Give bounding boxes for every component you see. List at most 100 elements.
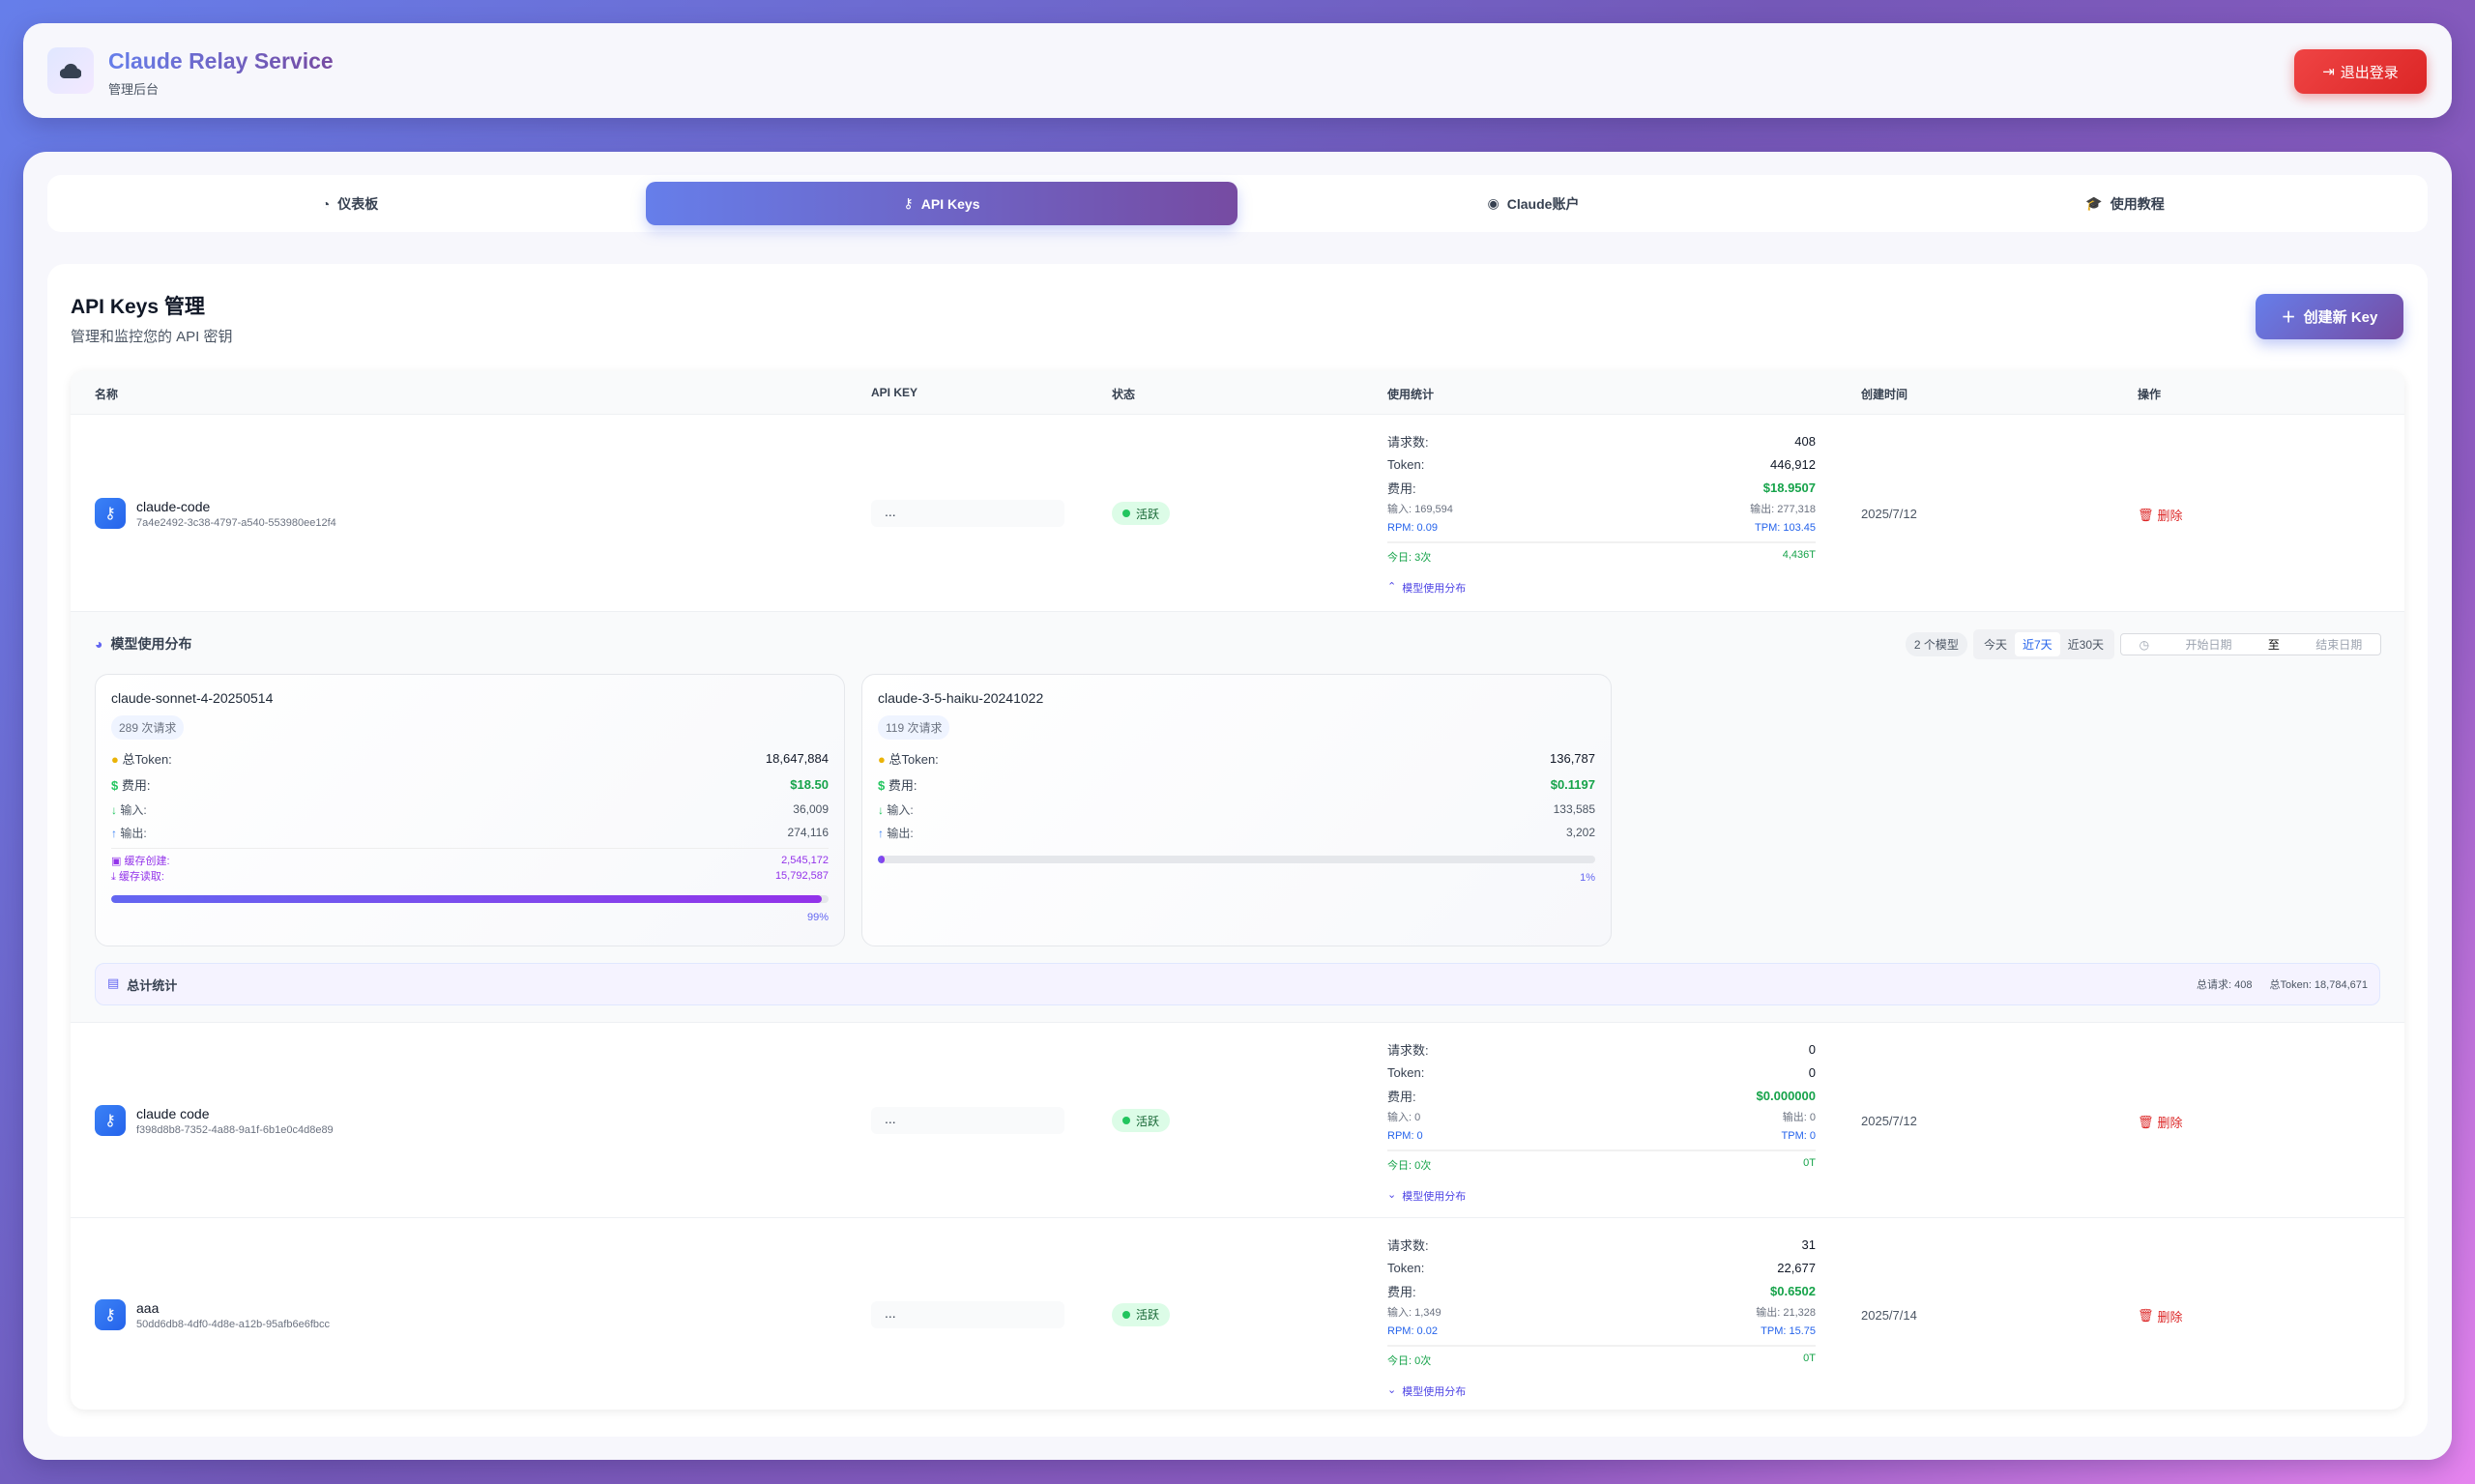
usage-progress-fill (878, 856, 886, 863)
table-row: ⚷ claude code f398d8b8-7352-4a88-9a1f-6b… (71, 1022, 2404, 1217)
create-key-button[interactable]: ＋ 创建新 Key (2256, 294, 2403, 339)
requests-value: 0 (1808, 1041, 1816, 1057)
page-title: API Keys 管理 (71, 296, 205, 318)
created-date: 2025/7/14 (1861, 1307, 1917, 1323)
label-text: 缓存创建: (124, 856, 170, 867)
input-label: ↓ 输入: (111, 801, 147, 818)
plus-icon: ＋ (2281, 309, 2296, 326)
trash-icon: 🗑 (2138, 1308, 2154, 1323)
today-tokens: 0T (1803, 1157, 1816, 1169)
key-icon: ⚷ (95, 1105, 126, 1136)
requests-label: 请求数: (1387, 1237, 1429, 1253)
tab-dashboard[interactable]: ◔ 仪表板 (54, 182, 646, 225)
today-tokens: 4,436T (1782, 549, 1816, 561)
usage-stats: 请求数: 31 Token: 22,677 费用: $0.6502 输入: 1,349… (1387, 1233, 1816, 1399)
range-option[interactable]: 近30天 (2067, 638, 2104, 652)
table-row: ⚷ claude-code 7a4e2492-3c38-4797-a540-55… (71, 414, 2404, 611)
logout-label: 退出登录 (2340, 64, 2399, 81)
column-header-created: 创建时间 (1861, 388, 1908, 401)
tab-api-keys[interactable]: ⚷ API Keys (646, 182, 1238, 225)
label-text: 总Token: (888, 752, 939, 767)
cost-label: 费用: (1387, 1089, 1416, 1104)
total-token-value: 136,787 (1550, 751, 1595, 766)
tpm-value: TPM: 103.45 (1755, 522, 1816, 534)
model-dist-toggle[interactable]: ⌃ 模型使用分布 (1387, 580, 1816, 596)
output-value: 274,116 (787, 826, 830, 839)
range-option[interactable]: 今天 (1983, 638, 2007, 652)
usage-progress-bar (878, 856, 1595, 863)
delete-button[interactable]: 🗑 删除 (2138, 1113, 2183, 1131)
label-text: 输入: (887, 802, 914, 817)
status-label: 活跃 (1136, 1114, 1160, 1128)
label-text: 输入: (120, 802, 147, 817)
api-key-masked[interactable]: ... (871, 1107, 1064, 1134)
usage-percent: 99% (806, 912, 829, 923)
token-label: Token: (1387, 1260, 1425, 1275)
chevron-icon: ⌃ (1387, 581, 1397, 593)
label-text: 输出: (887, 826, 914, 840)
key-name: claude code (136, 1106, 210, 1121)
model-distribution-panel: ◕ 模型使用分布 2 个模型 今天 近7天 近30天 ◷ 开始日期至结束日期 claude-… (71, 611, 2404, 1022)
input-label: ↓ 输入: (878, 801, 914, 818)
date-range-picker[interactable]: ◷ 开始日期 至 结束日期 (2120, 633, 2381, 655)
clock-icon: ◷ (2139, 637, 2150, 652)
arrow-up-icon: ↑ (878, 826, 884, 840)
today-requests: 今日: 0次 (1387, 1355, 1432, 1367)
status-dot (1122, 1117, 1130, 1124)
tpm-value: TPM: 15.75 (1761, 1325, 1816, 1337)
range-option[interactable]: 近7天 (2014, 632, 2060, 656)
end-date-input[interactable]: 结束日期 (2315, 638, 2363, 652)
toggle-label: 模型使用分布 (1402, 583, 1467, 595)
output-label: ↑ 输出: (878, 825, 914, 841)
cost-label: $ 费用: (111, 775, 150, 794)
arrow-up-icon: ↑ (111, 826, 117, 840)
model-requests-badge: 289 次请求 (111, 715, 185, 740)
delete-button[interactable]: 🗑 删除 (2138, 506, 2183, 524)
usage-progress-fill (111, 895, 822, 903)
token-value: 22,677 (1777, 1260, 1816, 1275)
api-keys-card: API Keys 管理 管理和监控您的 API 密钥 ＋ 创建新 Key 名称 A… (47, 264, 2428, 1437)
graduation-cap-icon: 🎓 (2085, 195, 2103, 211)
key-id: 50dd6db8-4df0-4d8e-a12b-95afb6e6fbcc (136, 1318, 330, 1330)
tab-tutorial[interactable]: 🎓 使用教程 (1829, 182, 2421, 225)
model-dist-toggle[interactable]: ⌄ 模型使用分布 (1387, 1188, 1816, 1204)
status-label: 活跃 (1136, 1308, 1160, 1322)
total-title: 总计统计 (127, 977, 178, 993)
model-requests-badge: 119 次请求 (878, 715, 950, 740)
rpm-value: RPM: 0 (1387, 1130, 1423, 1142)
user-circle-icon: ◉ (1487, 195, 1500, 211)
tab-label: 仪表板 (337, 195, 379, 212)
cache-create-value: 2,545,172 (781, 855, 829, 866)
api-key-masked[interactable]: ... (871, 500, 1064, 527)
label-text: 费用: (888, 778, 917, 793)
start-date-input[interactable]: 开始日期 (2185, 638, 2232, 652)
api-key-masked[interactable]: ... (871, 1300, 1064, 1328)
label-text: 总Token: (122, 752, 172, 767)
requests-label: 请求数: (1387, 1042, 1429, 1058)
trash-icon: 🗑 (2138, 1114, 2154, 1129)
column-header-status: 状态 (1112, 388, 1136, 401)
cost-label: 费用: (1387, 1284, 1416, 1299)
input-tokens: 输入: 0 (1387, 1112, 1421, 1123)
cost-label: $ 费用: (878, 775, 917, 794)
created-date: 2025/7/12 (1861, 1114, 1917, 1128)
requests-label: 请求数: (1387, 434, 1429, 450)
logout-button[interactable]: ⇥ 退出登录 (2294, 49, 2427, 94)
toggle-label: 模型使用分布 (1402, 1191, 1467, 1203)
input-value: 36,009 (793, 802, 829, 816)
tab-claude-accounts[interactable]: ◉ Claude账户 (1238, 182, 1829, 225)
key-name: claude-code (136, 499, 211, 514)
model-dist-toggle[interactable]: ⌄ 模型使用分布 (1387, 1383, 1816, 1399)
tab-label: 使用教程 (2110, 195, 2165, 212)
usage-stats: 请求数: 0 Token: 0 费用: $0.000000 输入: 0 输出: 0 RP… (1387, 1037, 1816, 1204)
usage-stats: 请求数: 408 Token: 446,912 费用: $18.9507 输入: 16… (1387, 429, 1816, 596)
pie-chart-icon: ◕ (95, 636, 103, 652)
cost-value: $18.50 (790, 777, 829, 792)
cost-value: $0.1197 (1550, 777, 1595, 792)
model-name: claude-3-5-haiku-20241022 (878, 690, 1044, 706)
delete-button[interactable]: 🗑 删除 (2138, 1307, 2183, 1325)
today-requests: 今日: 0次 (1387, 1160, 1432, 1172)
usage-progress-bar (111, 895, 829, 903)
label-text: 缓存读取: (118, 871, 164, 883)
chevron-icon: ⌄ (1387, 1189, 1397, 1201)
